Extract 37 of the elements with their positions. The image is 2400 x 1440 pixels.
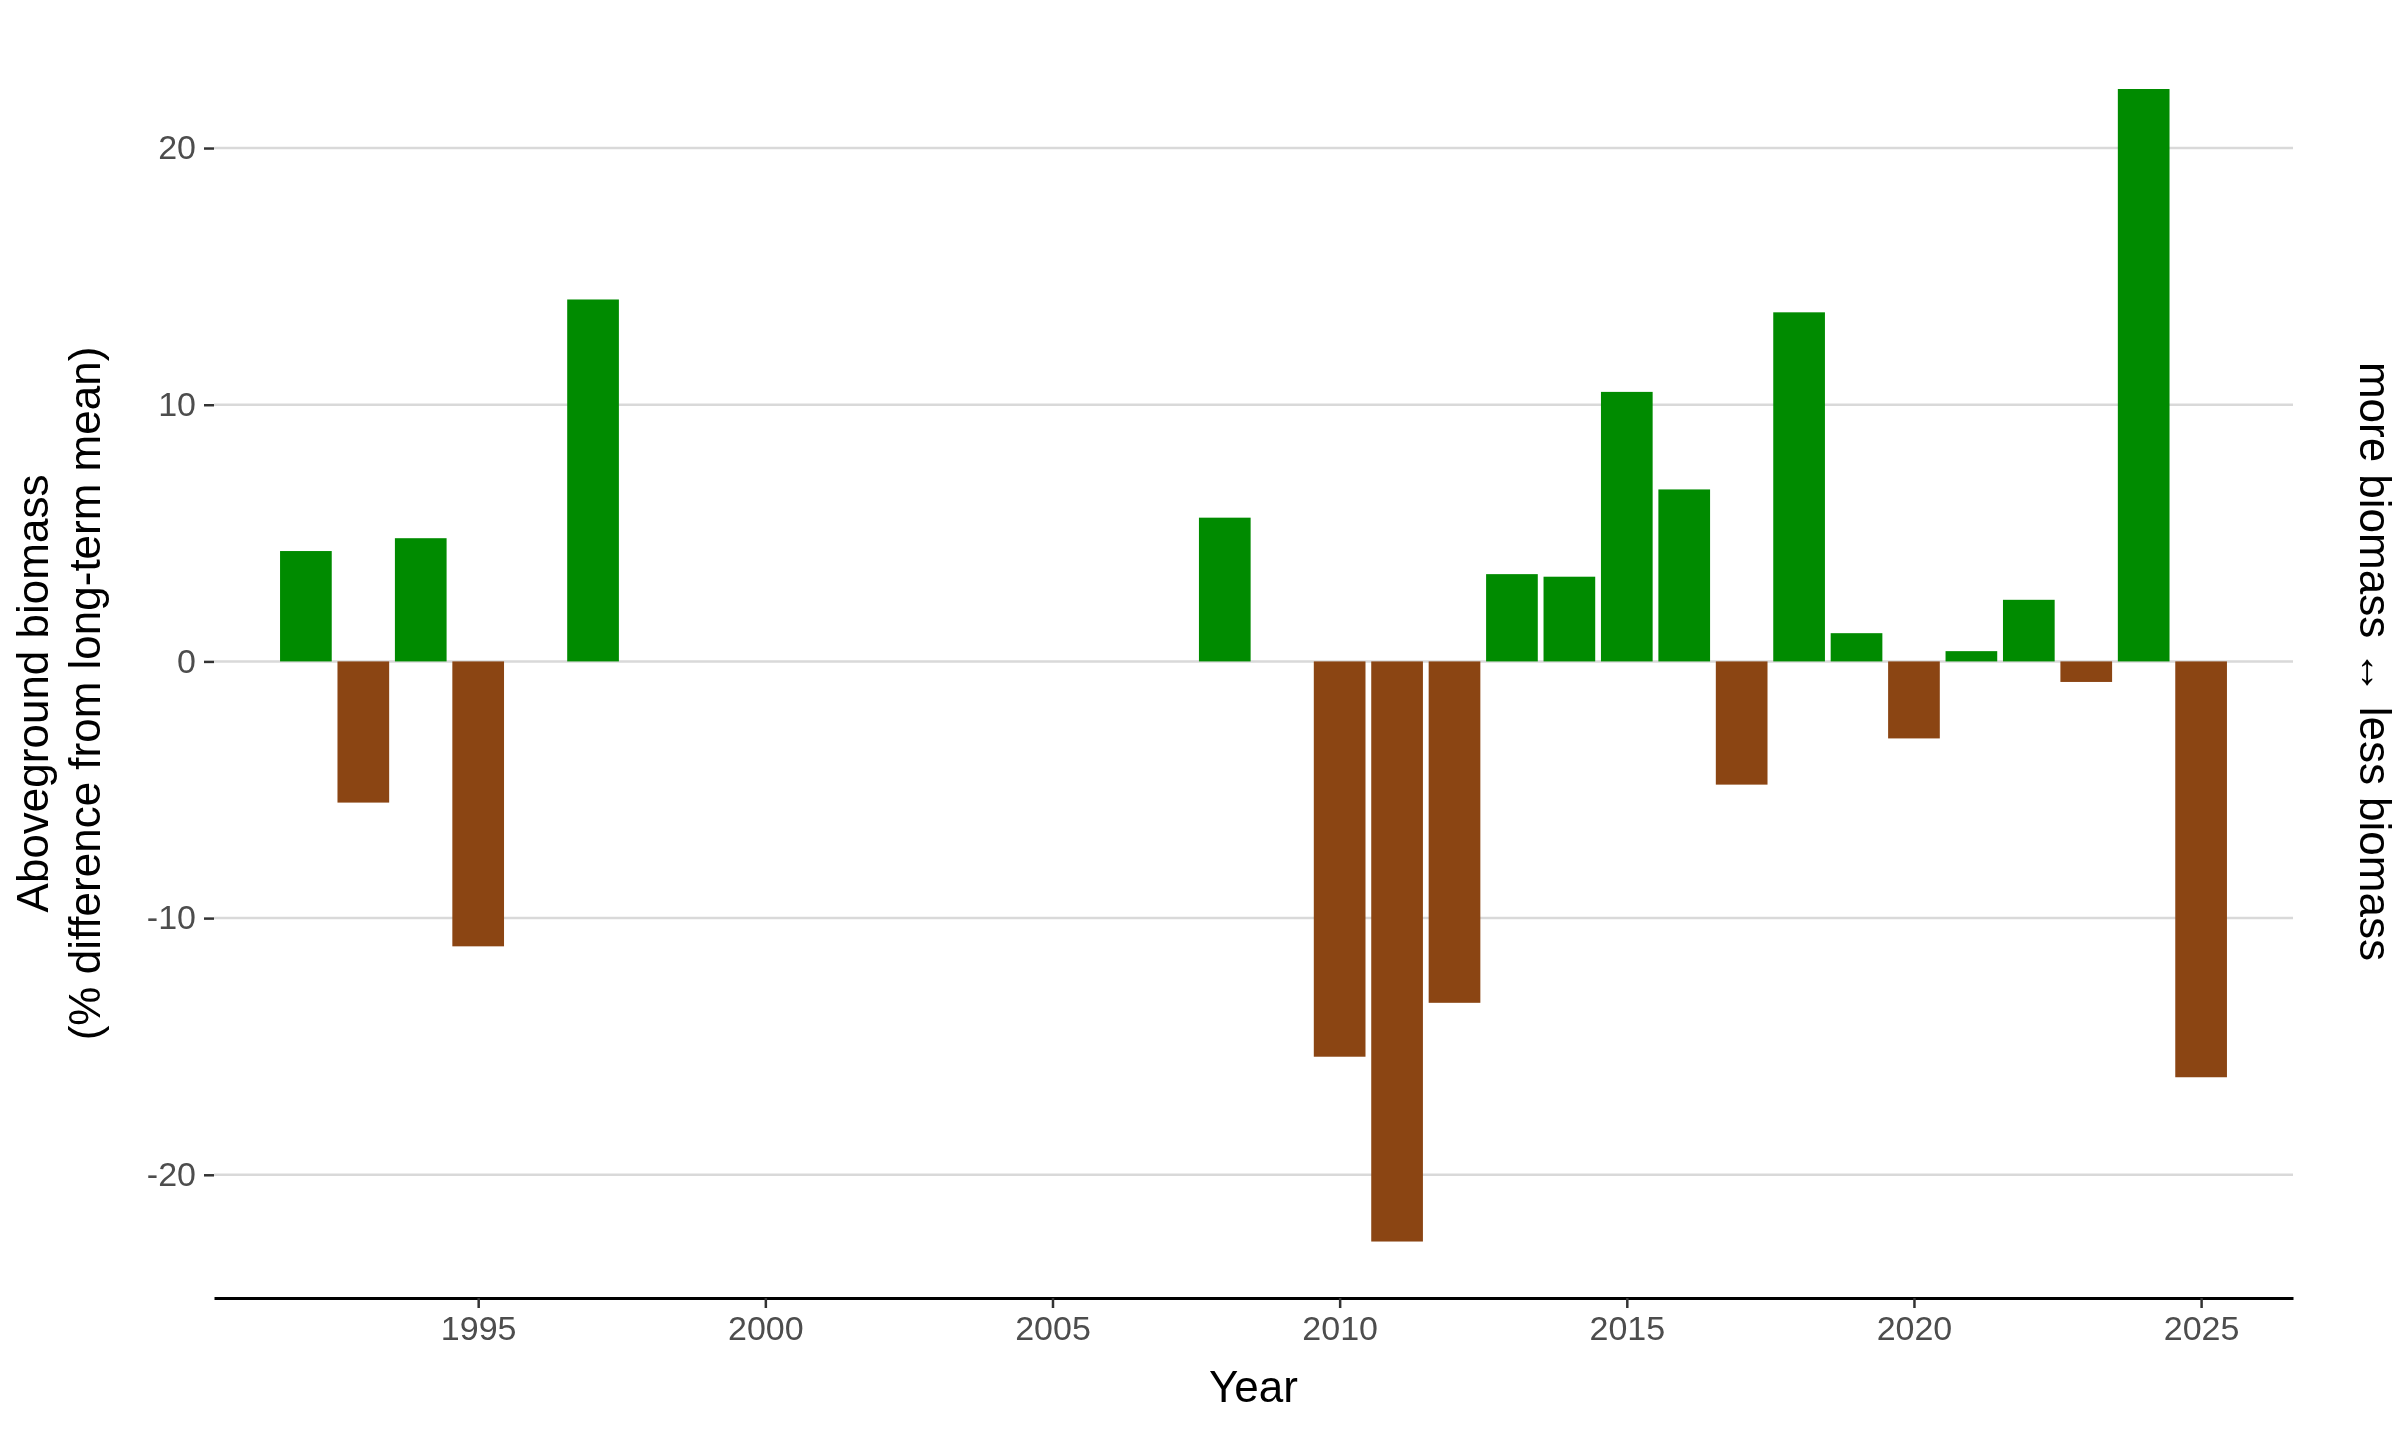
- bar: [1313, 661, 1366, 1057]
- bar: [2175, 661, 2227, 1078]
- bar: [1428, 661, 1481, 1003]
- x-tick-label: 1995: [440, 1309, 517, 1348]
- bar: [1830, 633, 1883, 662]
- bar: [2002, 599, 2055, 662]
- x-tick-label: 2025: [2163, 1309, 2240, 1348]
- bar: [1945, 651, 1998, 662]
- bar: [1600, 391, 1653, 662]
- bar: [280, 551, 332, 662]
- bar: [1658, 489, 1711, 662]
- x-tick-label: 2020: [1876, 1309, 1953, 1348]
- x-tick-label: 2005: [1015, 1309, 1091, 1348]
- x-axis-title: Year: [1209, 1362, 1298, 1411]
- bar: [1198, 517, 1251, 662]
- x-tick-label: 2015: [1589, 1309, 1666, 1348]
- bar: [394, 538, 447, 662]
- bar: [1486, 574, 1538, 662]
- bar: [1715, 661, 1768, 785]
- bar: [1888, 661, 1940, 739]
- y-axis-title: Aboveground biomass (% difference from long-term mean): [8, 346, 109, 1041]
- x-tick-label: 2010: [1302, 1309, 1378, 1348]
- y-tick-label: 10: [158, 385, 196, 424]
- y-tick-label: -10: [146, 898, 196, 937]
- bar: [2117, 89, 2170, 662]
- y-tick-label: 20: [158, 128, 196, 167]
- text: more biomass ↔ less biomass: [2351, 361, 2400, 961]
- bar: [337, 661, 390, 803]
- bar: [1543, 576, 1596, 662]
- y-tick-label: 0: [177, 641, 196, 680]
- bar: [2060, 661, 2113, 682]
- bar: [1773, 312, 1825, 662]
- bar: [452, 661, 505, 947]
- x-tick-label: 2000: [728, 1309, 804, 1348]
- y-tick-label: -20: [146, 1155, 196, 1194]
- bar: [1371, 661, 1423, 1242]
- bar: [567, 299, 619, 662]
